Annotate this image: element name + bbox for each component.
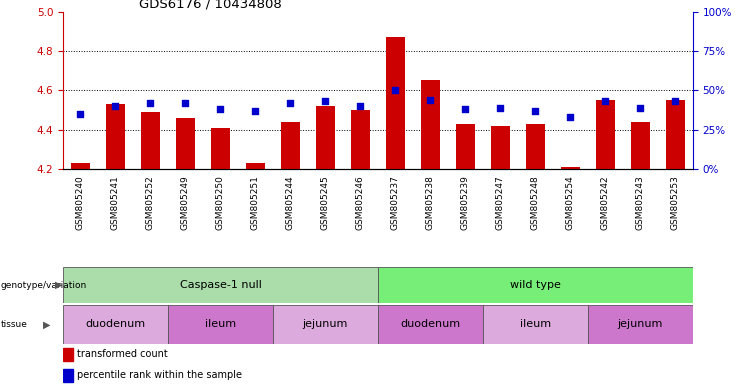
Text: tissue: tissue — [1, 320, 27, 329]
Point — [215, 106, 227, 112]
Bar — [526, 124, 545, 169]
Bar — [665, 100, 685, 169]
Text: transformed count: transformed count — [77, 349, 167, 359]
Bar — [316, 106, 335, 169]
Bar — [588, 305, 693, 344]
Bar — [273, 305, 378, 344]
Bar — [631, 122, 650, 169]
Text: wild type: wild type — [510, 280, 561, 290]
Text: ▶: ▶ — [43, 319, 50, 329]
Point — [319, 98, 331, 104]
Bar — [141, 112, 160, 169]
Text: ileum: ileum — [205, 319, 236, 329]
Text: GDS6176 / 10434808: GDS6176 / 10434808 — [139, 0, 282, 10]
Bar — [491, 126, 510, 169]
Bar — [456, 124, 475, 169]
Bar — [378, 267, 693, 303]
Point — [529, 108, 541, 114]
Text: ileum: ileum — [519, 319, 551, 329]
Bar — [421, 80, 440, 169]
Text: duodenum: duodenum — [85, 319, 145, 329]
Point — [669, 98, 681, 104]
Point — [110, 103, 122, 109]
Point — [390, 87, 402, 93]
Bar — [483, 305, 588, 344]
Bar — [168, 305, 273, 344]
Point — [634, 104, 646, 111]
Point — [354, 103, 366, 109]
Text: duodenum: duodenum — [400, 319, 460, 329]
Text: Caspase-1 null: Caspase-1 null — [179, 280, 262, 290]
Bar — [63, 267, 378, 303]
Point — [179, 100, 191, 106]
Bar — [106, 104, 125, 169]
Text: ▶: ▶ — [55, 280, 62, 290]
Bar — [176, 118, 195, 169]
Bar — [386, 37, 405, 169]
Bar — [63, 348, 73, 361]
Point — [599, 98, 611, 104]
Bar — [63, 305, 168, 344]
Point — [144, 100, 156, 106]
Point — [425, 97, 436, 103]
Text: percentile rank within the sample: percentile rank within the sample — [77, 370, 242, 381]
Text: genotype/variation: genotype/variation — [1, 281, 87, 290]
Bar — [63, 369, 73, 382]
Text: jejunum: jejunum — [303, 319, 348, 329]
Point — [285, 100, 296, 106]
Point — [565, 114, 576, 120]
Bar — [561, 167, 580, 169]
Point — [459, 106, 471, 112]
Point — [75, 111, 87, 117]
Bar — [281, 122, 300, 169]
Bar — [211, 127, 230, 169]
Bar — [378, 305, 483, 344]
Bar — [71, 163, 90, 169]
Bar — [246, 163, 265, 169]
Point — [494, 104, 506, 111]
Point — [250, 108, 262, 114]
Bar — [596, 100, 615, 169]
Text: jejunum: jejunum — [618, 319, 663, 329]
Bar — [350, 110, 370, 169]
